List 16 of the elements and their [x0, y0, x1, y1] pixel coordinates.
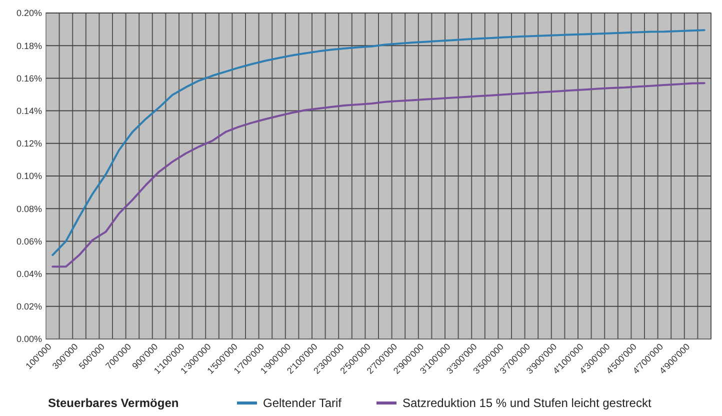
line-series — [52, 82, 706, 268]
y-tick-label: 0.10% — [16, 171, 42, 182]
y-tick-label: 0.16% — [16, 73, 42, 84]
y-tick-label: 0.08% — [16, 204, 42, 214]
y-tick-label: 0.20% — [16, 8, 42, 18]
y-tick-label: 0.00% — [16, 334, 42, 344]
x-axis-title: Steuerbares Vermögen — [48, 396, 179, 410]
legend-label: Satzreduktion 15 % und Stufen leicht gestreckt — [402, 396, 652, 410]
legend-label: Geltender Tarif — [263, 396, 342, 410]
y-tick-label: 0.06% — [16, 236, 42, 246]
y-tick-label: 0.18% — [16, 40, 42, 51]
y-tick-label: 0.14% — [16, 106, 42, 116]
y-tick-label: 0.02% — [16, 302, 42, 312]
y-tick-label: 0.04% — [16, 268, 42, 279]
line-series — [52, 29, 706, 256]
y-tick-label: 0.12% — [16, 138, 42, 149]
